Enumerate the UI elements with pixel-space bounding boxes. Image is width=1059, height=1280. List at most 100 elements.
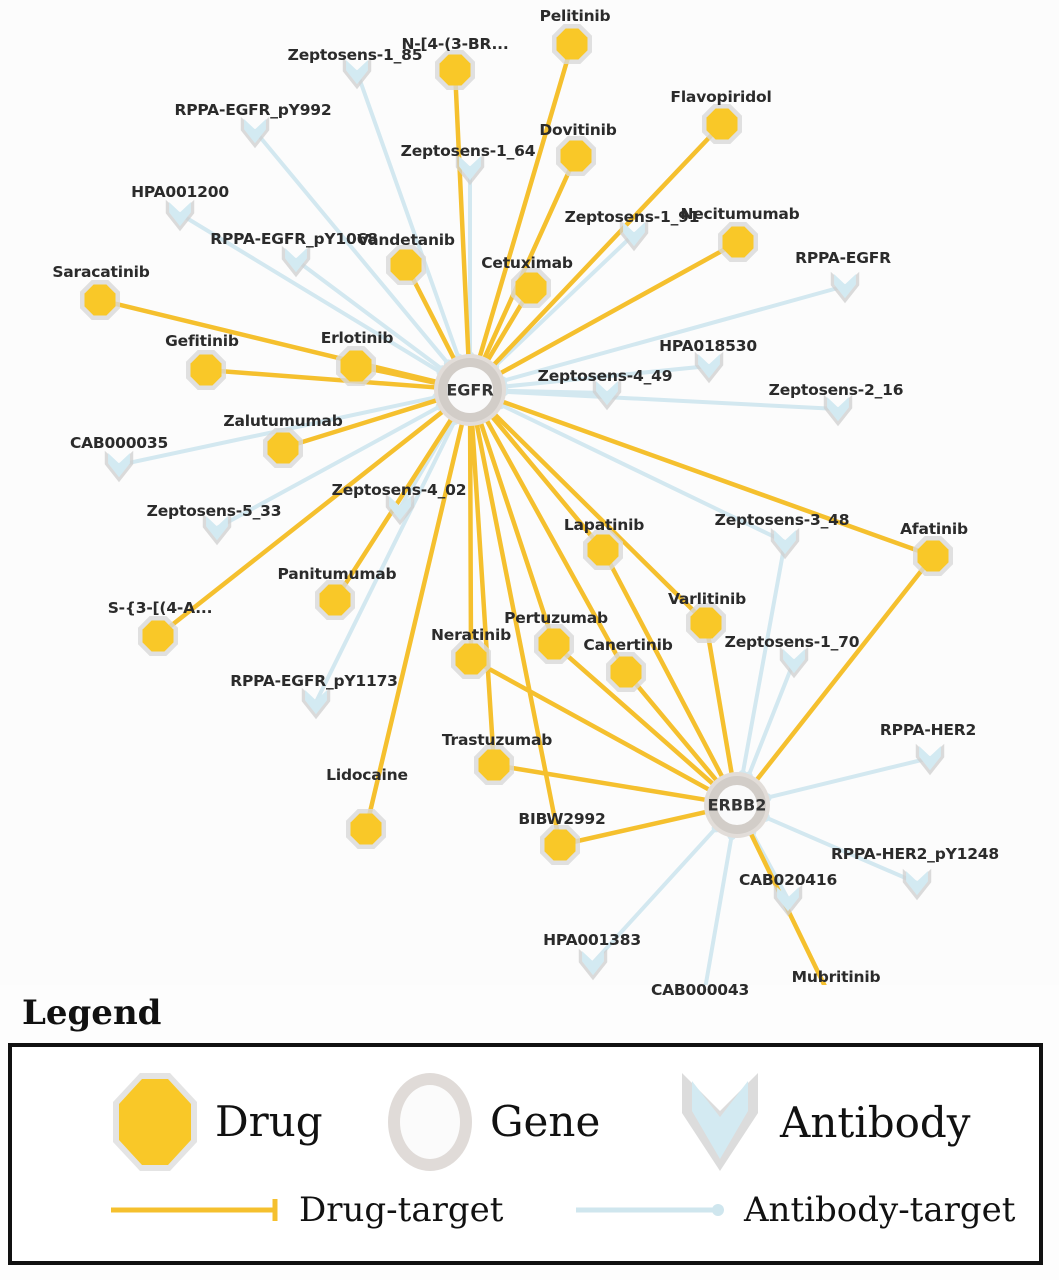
network-graph[interactable] [0,0,1059,985]
drug-node[interactable] [346,809,386,849]
antibody-node[interactable] [915,743,945,776]
antibody-node[interactable] [592,378,622,411]
edge[interactable] [701,833,734,985]
edge[interactable] [481,153,579,362]
edge[interactable] [498,402,787,544]
edge[interactable] [557,809,710,848]
chevron-icon [682,1073,758,1171]
edge[interactable] [763,815,919,885]
edge[interactable] [97,297,440,385]
drug-node[interactable] [718,222,758,262]
octagon-icon [113,1073,197,1171]
drug-node[interactable] [583,530,623,570]
edge[interactable] [155,408,446,639]
edge[interactable] [477,41,575,360]
drug-node[interactable] [336,346,376,386]
edge[interactable] [746,659,796,779]
antibody-node[interactable] [902,868,932,901]
gene-node[interactable] [434,354,506,426]
edge[interactable] [492,232,636,369]
drug-node[interactable] [534,624,574,664]
antibody-node[interactable] [773,884,803,917]
edge[interactable] [484,417,629,675]
antibody-node[interactable] [779,646,809,679]
gene-nodes-layer[interactable] [434,354,770,838]
antibody-node[interactable] [104,450,134,483]
edge[interactable] [294,258,445,372]
antibody-node[interactable] [455,153,485,186]
edge[interactable] [468,656,713,793]
edge[interactable] [748,830,834,985]
edge[interactable] [753,553,936,783]
edge[interactable] [501,389,840,411]
drug-node[interactable] [702,104,742,144]
drug-node[interactable] [80,280,120,320]
drug-node[interactable] [186,350,226,390]
drug-node[interactable] [552,24,592,64]
edge[interactable] [500,284,847,383]
antibody-node[interactable] [281,245,311,278]
edge[interactable] [591,825,719,965]
edge[interactable] [314,418,457,704]
legend-symbol-row: Drug Gene Antibody [12,1061,1039,1181]
drug-node[interactable] [474,745,514,785]
edge[interactable] [499,399,936,559]
antibody-node[interactable] [165,199,195,232]
legend-label-drug: Drug [215,1097,323,1146]
drug-node[interactable] [556,136,596,176]
drug-node[interactable] [606,652,646,692]
drug-node[interactable] [263,428,303,468]
edge[interactable] [491,411,709,626]
edge[interactable] [355,70,461,360]
edge[interactable] [478,420,557,647]
edge[interactable] [474,421,563,848]
drug-node[interactable] [511,268,551,308]
antibody-node[interactable] [694,351,724,384]
edge[interactable] [280,397,440,451]
edge[interactable] [452,67,471,359]
drug-node[interactable] [451,639,491,679]
legend-panel: Legend Drug Gene [0,985,1059,1280]
edge[interactable] [623,669,720,784]
drug-node[interactable] [686,603,726,643]
antibody-node[interactable] [770,527,800,560]
antibody-node[interactable] [830,271,860,304]
drug-nodes-layer[interactable] [80,24,953,985]
drug-node[interactable] [913,536,953,576]
edge[interactable] [363,420,465,832]
drug-node[interactable] [540,825,580,865]
drug-node[interactable] [386,245,426,285]
antibody-node[interactable] [578,948,608,981]
legend-item-antibody: Antibody [672,1067,970,1179]
antibody-node[interactable] [301,687,331,720]
edge[interactable] [497,239,741,376]
edge[interactable] [491,762,709,803]
edge[interactable] [551,641,716,787]
antibody-nodes-layer[interactable] [104,57,945,985]
edge[interactable] [740,540,787,777]
legend-item-gene: Gene [382,1067,600,1177]
edge[interactable] [765,756,932,800]
edge[interactable] [253,129,451,366]
edge[interactable] [600,547,725,780]
network-canvas[interactable]: Zeptosens-1_85 RPPA-EGFR_pY992 HPA001200 RP… [0,0,1059,999]
edge[interactable] [469,421,497,768]
drug-node[interactable] [138,616,178,656]
edge[interactable] [491,121,725,368]
antibody-node[interactable] [240,116,270,149]
antibody-node[interactable] [385,493,415,526]
antibody-node[interactable] [202,513,232,546]
gene-node[interactable] [704,772,770,838]
edge[interactable] [501,364,711,389]
edge[interactable] [467,421,474,662]
edge[interactable] [703,620,735,777]
antibody-node[interactable] [619,219,649,252]
antibody-node[interactable] [342,57,372,90]
drug-node[interactable] [435,50,475,90]
edge[interactable] [178,212,443,375]
edge[interactable] [489,413,606,553]
edge[interactable] [203,367,439,390]
drug-node[interactable] [315,580,355,620]
edge[interactable] [215,404,443,530]
antibody-node[interactable] [823,394,853,427]
